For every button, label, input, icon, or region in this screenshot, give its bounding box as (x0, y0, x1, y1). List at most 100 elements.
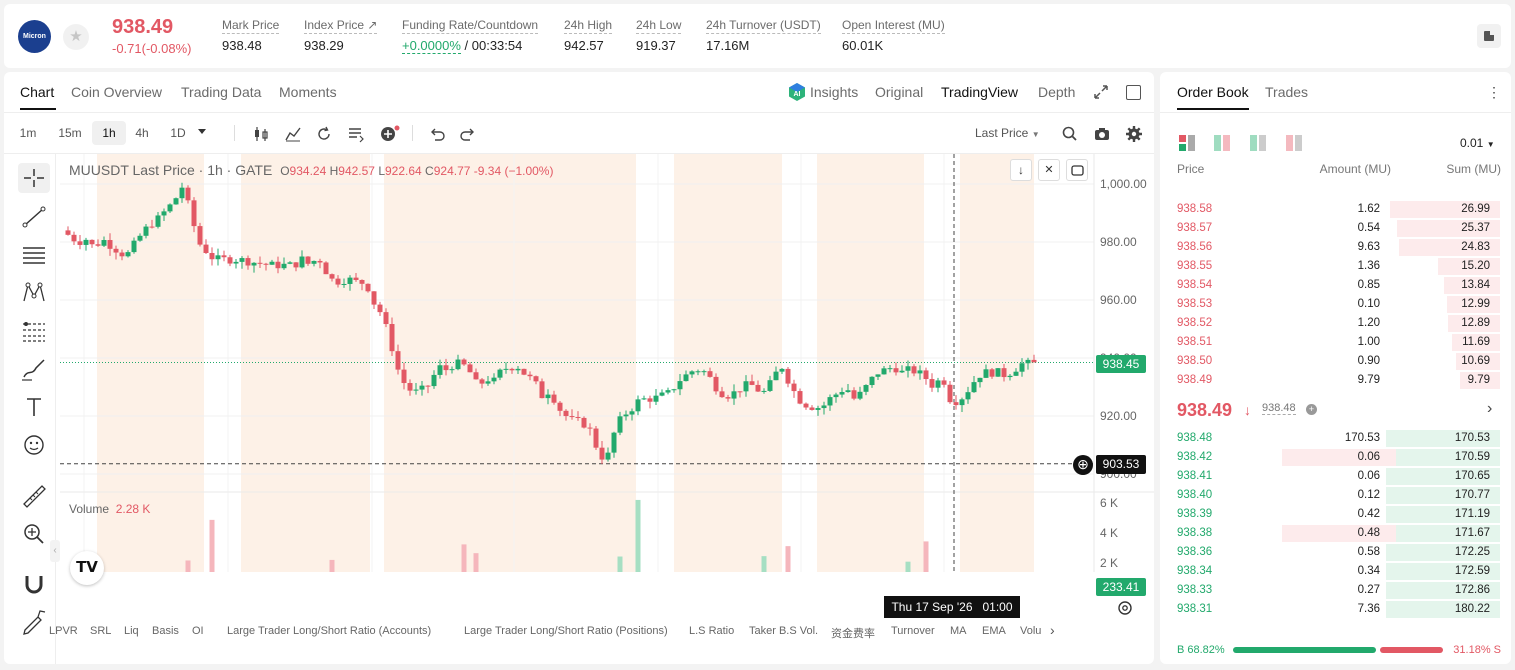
last-price-select[interactable]: Last Price ▼ (975, 126, 1040, 140)
fibonacci-tool-icon[interactable] (18, 316, 50, 346)
tab-original[interactable]: Original (875, 84, 924, 100)
settings-gear-icon[interactable] (1124, 124, 1144, 144)
price-chart[interactable]: 1112131415161818 (4, 72, 1154, 572)
replay-icon[interactable] (314, 124, 334, 144)
bid-row[interactable]: 938.36 0.58 172.25 (1160, 543, 1500, 562)
indicator-tab[interactable]: SRL (90, 625, 112, 637)
precision-select[interactable]: 0.01 ▼ (1460, 136, 1495, 150)
view-buy-icon[interactable] (1250, 135, 1266, 151)
close-chart-icon[interactable]: ✕ (1038, 159, 1060, 181)
tab-depth[interactable]: Depth (1038, 84, 1076, 100)
zoom-in-tool-icon[interactable] (18, 518, 50, 548)
stat-index-price[interactable]: Index Price ↗ 938.29 (304, 18, 378, 53)
view-both-icon[interactable] (1179, 135, 1195, 151)
view-sell-icon[interactable] (1286, 135, 1302, 151)
ask-row[interactable]: 938.55 1.36 15.20 (1160, 257, 1500, 276)
timeframe-1d[interactable]: 1D (170, 126, 186, 140)
bid-row[interactable]: 938.33 0.27 172.86 (1160, 581, 1500, 600)
templates-icon[interactable] (346, 124, 366, 144)
tab-tradingview[interactable]: TradingView (941, 84, 1019, 100)
camera-icon[interactable] (1092, 124, 1112, 144)
bid-row[interactable]: 938.48 170.53 170.53 (1160, 429, 1500, 448)
timeframe-15m[interactable]: 15m (58, 126, 82, 140)
indicator-tab[interactable]: Taker B.S Vol. (749, 625, 819, 637)
bid-row[interactable]: 938.31 7.36 180.22 (1160, 600, 1500, 619)
search-icon[interactable] (1060, 124, 1080, 144)
scroll-down-icon[interactable]: ↓ (1010, 159, 1032, 181)
indicator-tab[interactable]: Large Trader Long/Short Ratio (Positions… (464, 625, 668, 637)
indicator-tab[interactable]: Volu (1020, 625, 1042, 637)
indicator-tab[interactable]: LPVR (49, 625, 78, 637)
bid-row[interactable]: 938.39 0.42 171.19 (1160, 505, 1500, 524)
indicator-tab[interactable]: Turnover (891, 625, 935, 637)
undo-icon[interactable] (427, 124, 447, 144)
timeframe-4h[interactable]: 4h (135, 126, 149, 140)
emoji-tool-icon[interactable] (18, 430, 50, 460)
axis-settings-icon[interactable] (1116, 599, 1134, 617)
collapse-toolbar-handle[interactable]: ‹ (50, 540, 60, 562)
trend-line-tool-icon[interactable] (18, 202, 50, 232)
timeframe-dropdown-icon[interactable] (198, 129, 206, 134)
magnet-tool-icon[interactable] (18, 568, 50, 598)
timeframe-1m[interactable]: 1m (19, 126, 37, 140)
chevron-right-icon[interactable]: › (1487, 400, 1493, 417)
ask-row[interactable]: 938.51 1.00 11.69 (1160, 333, 1500, 352)
view-bids-icon[interactable] (1214, 135, 1230, 151)
fullscreen-chart-icon[interactable] (1066, 159, 1088, 181)
indicator-tab[interactable]: Large Trader Long/Short Ratio (Accounts) (227, 625, 432, 637)
indicators-icon[interactable] (283, 124, 303, 144)
expand-icon[interactable] (1093, 84, 1109, 100)
tab-order-book[interactable]: Order Book (1177, 84, 1249, 100)
ask-row[interactable]: 938.53 0.10 12.99 (1160, 295, 1500, 314)
tabs-scroll-right-icon[interactable]: › (1050, 622, 1055, 638)
indicator-tab[interactable]: 资金费率 (831, 628, 875, 640)
tab-coin-overview[interactable]: Coin Overview (71, 84, 163, 100)
ask-row[interactable]: 938.54 0.85 13.84 (1160, 276, 1500, 295)
candle-body (935, 380, 941, 388)
tab-trading-data[interactable]: Trading Data (181, 84, 262, 100)
tab-insights[interactable]: Insights (810, 84, 859, 100)
bid-row[interactable]: 938.34 0.34 172.59 (1160, 562, 1500, 581)
ob-sum: 13.84 (1461, 279, 1490, 291)
candle-type-icon[interactable] (251, 124, 271, 144)
indicator-tab[interactable]: L.S Ratio (689, 625, 735, 637)
indicator-tab[interactable]: EMA (982, 625, 1006, 637)
ask-row[interactable]: 938.52 1.20 12.89 (1160, 314, 1500, 333)
indicator-tab[interactable]: Liq (124, 625, 139, 637)
shield-icon[interactable]: + (1306, 404, 1317, 415)
pattern-tool-icon[interactable] (18, 278, 50, 308)
tab-moments[interactable]: Moments (279, 84, 337, 100)
crosshair-add-icon[interactable]: ⊕ (1073, 455, 1093, 475)
tab-chart[interactable]: Chart (20, 84, 55, 100)
ruler-tool-icon[interactable] (18, 480, 50, 510)
ask-row[interactable]: 938.50 0.90 10.69 (1160, 352, 1500, 371)
tab-trades[interactable]: Trades (1265, 84, 1309, 100)
ask-row[interactable]: 938.49 9.79 9.79 (1160, 371, 1500, 390)
ask-row[interactable]: 938.57 0.54 25.37 (1160, 219, 1500, 238)
bid-row[interactable]: 938.38 0.48 171.67 (1160, 524, 1500, 543)
add-indicator-icon[interactable] (378, 124, 400, 144)
bid-row[interactable]: 938.42 0.06 170.59 (1160, 448, 1500, 467)
redo-icon[interactable] (458, 124, 478, 144)
notes-icon[interactable] (1477, 24, 1501, 48)
candle-body (431, 374, 437, 387)
text-tool-icon[interactable] (18, 392, 50, 422)
pencil-lock-tool-icon[interactable] (18, 606, 50, 636)
bid-row[interactable]: 938.41 0.06 170.65 (1160, 467, 1500, 486)
indicator-tab[interactable]: OI (192, 625, 204, 637)
indicator-tab[interactable]: MA (950, 625, 967, 637)
crosshair-tool-icon[interactable] (18, 163, 50, 193)
stat-funding-rate: Funding Rate/Countdown +0.0000% / 00:33:… (402, 18, 539, 54)
ask-row[interactable]: 938.56 9.63 24.83 (1160, 238, 1500, 257)
ask-row[interactable]: 938.58 1.62 26.99 (1160, 200, 1500, 219)
horizontal-lines-tool-icon[interactable] (18, 240, 50, 270)
more-options-icon-2[interactable]: ⋮ (1487, 84, 1501, 100)
brush-tool-icon[interactable] (18, 354, 50, 384)
candle-body (989, 369, 995, 377)
indicator-tab[interactable]: Basis (152, 625, 179, 637)
bid-row[interactable]: 938.40 0.12 170.77 (1160, 486, 1500, 505)
window-icon[interactable] (1126, 85, 1141, 100)
timeframe-1h[interactable]: 1h (92, 121, 126, 145)
candle-body (767, 380, 773, 391)
favorite-star-icon[interactable]: ★ (63, 24, 89, 50)
